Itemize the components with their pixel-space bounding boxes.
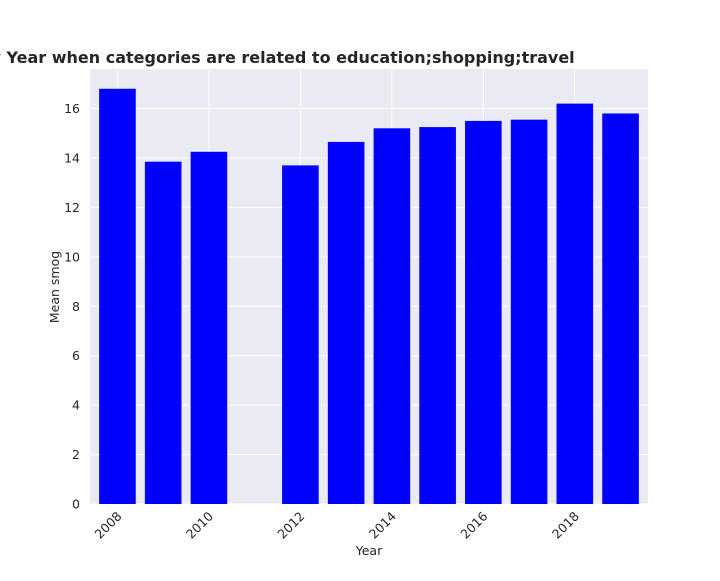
x-tick-label: 2016 — [457, 508, 490, 541]
bar-2019 — [602, 113, 639, 504]
x-tick-label: 2014 — [366, 508, 399, 541]
bar-2008 — [99, 88, 136, 504]
y-axis-label: Mean smog — [47, 251, 62, 323]
bars — [99, 88, 639, 505]
y-tick-label: 2 — [72, 447, 80, 462]
bar-2015 — [419, 127, 456, 504]
bar-2010 — [190, 151, 228, 505]
bar-2013 — [327, 141, 365, 504]
y-tick-label: 0 — [72, 497, 80, 512]
x-tick-label: 2008 — [91, 508, 124, 541]
bar-2018 — [556, 103, 594, 505]
y-tick-label: 4 — [72, 398, 80, 413]
y-tick-labels: 0 2 4 6 8 10 12 14 16 — [64, 101, 80, 511]
y-tick-label: 10 — [64, 249, 80, 264]
x-tick-label: 2010 — [183, 508, 216, 541]
y-tick-label: 8 — [72, 299, 80, 314]
bar-2012 — [282, 165, 319, 505]
bar-2016 — [465, 120, 502, 504]
plot-area — [90, 69, 648, 504]
y-tick-label: 6 — [72, 348, 80, 363]
x-tick-label: 2018 — [549, 508, 582, 541]
bar-2014 — [373, 128, 411, 504]
bar-2009 — [144, 161, 182, 504]
chart-title: Mean smog in privacy policies by Year wh… — [0, 48, 575, 67]
bar-2017 — [510, 119, 548, 505]
y-tick-label: 14 — [64, 150, 80, 165]
y-tick-label: 12 — [64, 200, 80, 215]
y-tick-label: 16 — [64, 101, 80, 116]
x-tick-labels: 2008 2010 2012 2014 2016 2018 — [91, 508, 582, 541]
x-axis-label: Year — [355, 543, 383, 558]
x-tick-label: 2012 — [274, 509, 307, 542]
